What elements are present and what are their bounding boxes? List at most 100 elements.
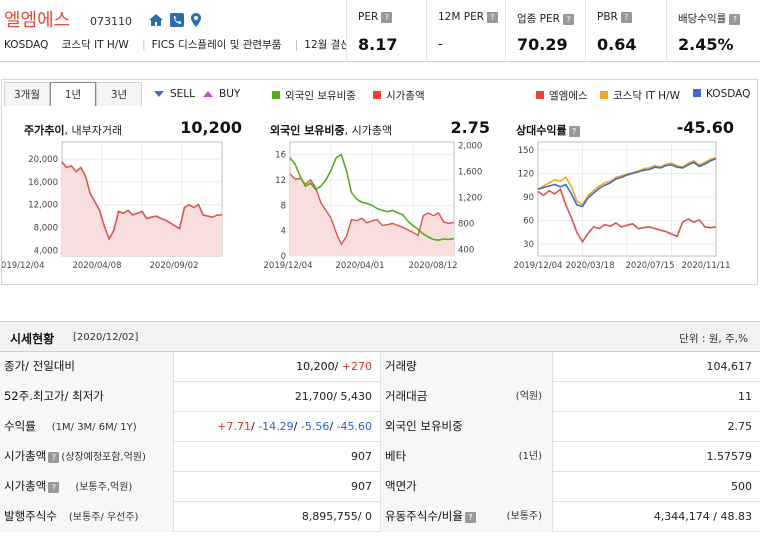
y-tick-label: 20,000 xyxy=(28,155,58,165)
row-label-text: 시가총액 xyxy=(4,479,47,493)
metric-pbr: PBR? 0.64 xyxy=(585,0,667,60)
row-label: 외국인 보유비중 xyxy=(380,412,552,442)
row-label: 수익률 (1M/ 3M/ 6M/ 1Y) xyxy=(0,412,173,442)
metric-12m-per: 12M PER? - xyxy=(426,0,508,60)
legend-foreign-label: 외국인 보유비중 xyxy=(285,90,356,102)
row-label: 시가총액? (보통주,억원) xyxy=(0,472,173,502)
metric-label: 업종 PER xyxy=(517,13,560,25)
row-label-text: 외국인 보유비중 xyxy=(385,419,463,433)
x-tick-label: 2020/03/18 xyxy=(566,261,615,271)
tab-3y[interactable]: 3년 xyxy=(96,82,142,106)
x-tick-label: 2019/12/04 xyxy=(264,261,313,271)
return-3m: -14.29 xyxy=(258,420,294,433)
help-icon[interactable]: ? xyxy=(562,13,574,25)
row-value: 2.75 xyxy=(552,412,760,442)
help-icon[interactable]: ? xyxy=(568,125,580,137)
metric-value: - xyxy=(438,37,443,52)
market-label: KOSDAQ xyxy=(4,39,49,51)
tab-3m[interactable]: 3개월 xyxy=(4,82,50,106)
row-value: 4,344,174 / 48.83 xyxy=(552,502,760,532)
phone-icon[interactable] xyxy=(169,12,185,28)
status-date: [2020/12/02] xyxy=(73,332,139,343)
sell-arrow-icon xyxy=(154,91,164,97)
location-icon[interactable] xyxy=(188,12,204,28)
tab-1y[interactable]: 1년 xyxy=(50,82,96,106)
row-label-text: 시가총액 xyxy=(4,449,47,463)
help-icon[interactable]: ? xyxy=(48,451,60,463)
table-row: 발행주식수 (보통주/ 우선주) 8,895,755/ 0 유동주식수/비율? (보… xyxy=(0,502,760,532)
help-icon[interactable]: ? xyxy=(464,511,476,523)
help-icon[interactable]: ? xyxy=(729,13,741,25)
row-label: 종가/ 전일대비 xyxy=(0,352,173,382)
metric-label: PER xyxy=(358,11,379,23)
row-label-sub: (보통주/ 우선주) xyxy=(68,512,139,523)
fiscal-label: 12월 결산 xyxy=(304,39,350,51)
relative-chart-svg: 150 120 90 60 30 2019/12/04 2020/03/18 2020/07/… xyxy=(514,141,731,271)
y2-tick-label: 400 xyxy=(458,245,474,255)
return-1y: -45.60 xyxy=(336,420,372,433)
help-icon[interactable]: ? xyxy=(48,481,60,493)
x-tick-label: 2019/12/04 xyxy=(514,261,563,271)
y-tick-label: 4 xyxy=(281,227,286,237)
status-unit: 단위 : 원, 주,% xyxy=(679,333,748,345)
x-tick-label: 2020/07/15 xyxy=(626,261,675,271)
row-value: 1.57579 xyxy=(552,442,760,472)
row-label-sub: (상장예정포함,억원) xyxy=(61,452,146,463)
chart-title: 주가추이, 내부자거래 xyxy=(24,122,122,138)
row-value: 907 xyxy=(173,442,380,472)
row-label-text: 액면가 xyxy=(385,479,417,493)
help-icon[interactable]: ? xyxy=(620,11,632,23)
legend-sell[interactable]: SELL xyxy=(154,88,195,100)
metric-label: 12M PER xyxy=(438,11,485,23)
row-label-text: 거래대금 xyxy=(385,389,428,403)
row-label-sub: (1M/ 3M/ 6M/ 1Y) xyxy=(51,422,137,433)
legend-mcap[interactable]: 시가총액 xyxy=(373,88,425,103)
legend-kosdaq-it[interactable]: 코스닥 IT H/W xyxy=(600,88,680,103)
foreign-chart-svg: 16 12 8 4 0 2,000 1,600 1,200 800 400 2019/12/04 20… xyxy=(264,141,483,271)
help-icon[interactable]: ? xyxy=(381,11,393,23)
price-chart: 주가추이, 내부자거래 10,200 20,000 16,000 12,000 8,0… xyxy=(2,110,242,284)
price-change: +270 xyxy=(341,360,372,373)
row-label: 거래대금 (억원) xyxy=(380,382,552,412)
row-label: 시가총액? (상장예정포함,억원) xyxy=(0,442,173,472)
y-tick-label: 16 xyxy=(275,151,286,161)
swatch-icon xyxy=(536,91,544,99)
row-label-sub: (보통주,억원) xyxy=(75,482,133,493)
help-icon[interactable]: ? xyxy=(487,11,499,23)
table-row: 시가총액? (보통주,억원) 907 액면가 500 xyxy=(0,472,760,502)
x-tick-label: 2020/09/02 xyxy=(150,261,199,271)
returns-value: +7.71/ -14.29/ -5.56/ -45.60 xyxy=(173,412,380,442)
row-label-sub: (억원) xyxy=(515,391,542,402)
metric-label: PBR xyxy=(597,11,618,23)
chart-title: 외국인 보유비중, 시가총액 xyxy=(270,122,392,138)
swatch-icon xyxy=(693,89,701,97)
x-tick-label: 2020/08/12 xyxy=(409,261,458,271)
y2-tick-label: 1,600 xyxy=(458,167,482,177)
swatch-icon xyxy=(272,91,280,99)
y-tick-label: 16,000 xyxy=(28,178,58,188)
row-value: 104,617 xyxy=(552,352,760,382)
foreign-chart-value: 2.75 xyxy=(450,118,490,137)
lms-line xyxy=(537,187,717,244)
row-label-text: 유동주식수/비율 xyxy=(385,509,463,523)
home-icon[interactable] xyxy=(148,12,164,28)
x-tick-label: 2020/04/01 xyxy=(336,261,385,271)
legend-foreign[interactable]: 외국인 보유비중 xyxy=(272,88,356,103)
row-label-text: 거래량 xyxy=(385,359,417,373)
row-label-text: 발행주식수 xyxy=(4,509,57,523)
chart-panel: 3개월 1년 3년 SELL BUY 외국인 보유비중 시가총액 엘엠에스 코스… xyxy=(1,79,758,285)
stock-header: 엘엠에스 073110 KOSDAQ 코스닥 IT H/W | FICS 디스플레… xyxy=(0,0,760,62)
legend-kosdaq[interactable]: KOSDAQ xyxy=(693,88,750,100)
table-row: 수익률 (1M/ 3M/ 6M/ 1Y) +7.71/ -14.29/ -5.56… xyxy=(0,412,760,442)
price-chart-subtitle[interactable]: , 내부자거래 xyxy=(64,124,123,137)
legend-buy[interactable]: BUY xyxy=(203,88,240,100)
row-label: 유동주식수/비율? (보통주) xyxy=(380,502,552,532)
foreign-line xyxy=(289,153,455,242)
y2-tick-label: 2,000 xyxy=(458,141,482,151)
y-tick-label: 12,000 xyxy=(28,201,58,211)
legend-lms[interactable]: 엘엠에스 xyxy=(536,88,588,103)
row-label: 52주.최고가/ 최저가 xyxy=(0,382,173,412)
row-label-sub: (1년) xyxy=(518,451,542,462)
price-area xyxy=(62,162,222,256)
metric-sector-per: 업종 PER? 70.29 xyxy=(505,0,587,60)
